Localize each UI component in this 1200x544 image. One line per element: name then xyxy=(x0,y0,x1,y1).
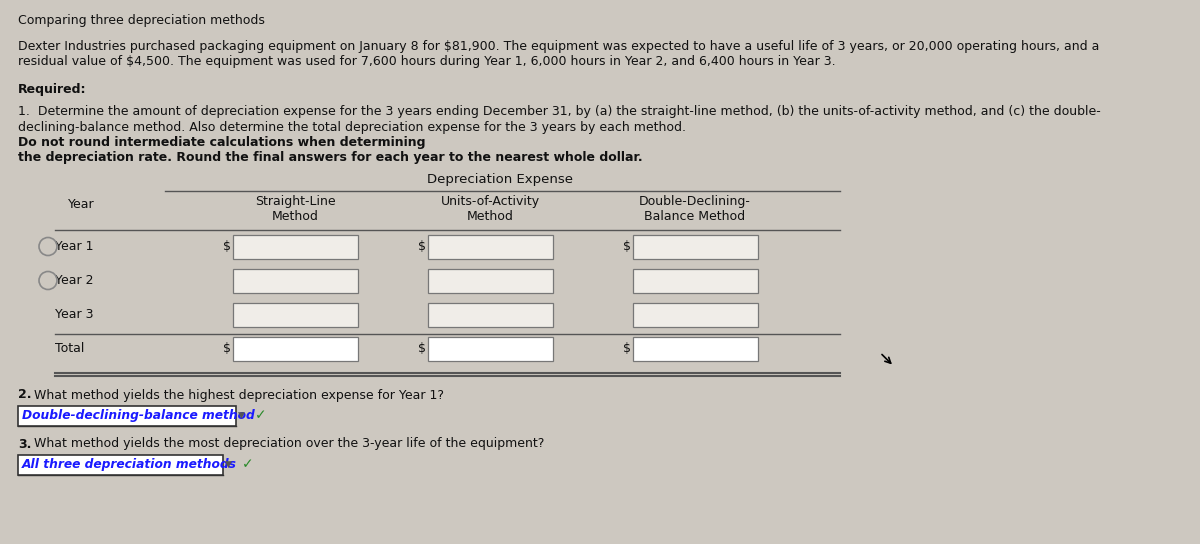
Text: Straight-Line: Straight-Line xyxy=(254,195,335,207)
FancyBboxPatch shape xyxy=(428,302,553,326)
Text: Balance Method: Balance Method xyxy=(644,210,745,223)
Text: Year: Year xyxy=(68,199,95,212)
FancyBboxPatch shape xyxy=(634,269,758,293)
Text: $: $ xyxy=(623,342,631,355)
Text: Total: Total xyxy=(55,342,84,355)
FancyBboxPatch shape xyxy=(233,234,358,258)
FancyBboxPatch shape xyxy=(233,269,358,293)
FancyBboxPatch shape xyxy=(233,302,358,326)
FancyBboxPatch shape xyxy=(428,337,553,361)
Text: 2.: 2. xyxy=(18,388,31,401)
Text: All three depreciation methods: All three depreciation methods xyxy=(22,458,236,471)
FancyBboxPatch shape xyxy=(428,234,553,258)
Text: ✓: ✓ xyxy=(256,409,266,423)
FancyBboxPatch shape xyxy=(18,454,223,474)
Text: Units-of-Activity: Units-of-Activity xyxy=(440,195,540,207)
Text: Method: Method xyxy=(271,210,318,223)
Text: Year 2: Year 2 xyxy=(55,274,94,287)
Text: What method yields the highest depreciation expense for Year 1?: What method yields the highest depreciat… xyxy=(30,388,444,401)
Text: Comparing three depreciation methods: Comparing three depreciation methods xyxy=(18,14,265,27)
Text: $: $ xyxy=(223,240,230,253)
Text: Double-Declining-: Double-Declining- xyxy=(640,195,751,207)
Text: $: $ xyxy=(223,342,230,355)
Text: ✓: ✓ xyxy=(242,458,253,472)
Text: Dexter Industries purchased packaging equipment on January 8 for $81,900. The eq: Dexter Industries purchased packaging eq… xyxy=(18,40,1099,53)
Text: Do not round intermediate calculations when determining: Do not round intermediate calculations w… xyxy=(18,136,426,149)
Text: residual value of $4,500. The equipment was used for 7,600 hours during Year 1, : residual value of $4,500. The equipment … xyxy=(18,55,835,69)
FancyBboxPatch shape xyxy=(428,269,553,293)
Text: ▼: ▼ xyxy=(226,460,232,469)
Text: Required:: Required: xyxy=(18,83,86,96)
FancyBboxPatch shape xyxy=(233,337,358,361)
Text: What method yields the most depreciation over the 3-year life of the equipment?: What method yields the most depreciation… xyxy=(30,437,545,450)
Text: Method: Method xyxy=(467,210,514,223)
FancyBboxPatch shape xyxy=(18,405,236,425)
Text: Depreciation Expense: Depreciation Expense xyxy=(427,174,574,187)
Text: the depreciation rate. Round the final answers for each year to the nearest whol: the depreciation rate. Round the final a… xyxy=(18,151,643,164)
FancyBboxPatch shape xyxy=(634,302,758,326)
Text: $: $ xyxy=(418,342,426,355)
Text: 1.  Determine the amount of depreciation expense for the 3 years ending December: 1. Determine the amount of depreciation … xyxy=(18,105,1100,118)
Text: Year 3: Year 3 xyxy=(55,308,94,321)
Text: Year 1: Year 1 xyxy=(55,240,94,253)
FancyBboxPatch shape xyxy=(634,337,758,361)
FancyBboxPatch shape xyxy=(634,234,758,258)
Text: ▼: ▼ xyxy=(238,411,245,420)
Text: Double-declining-balance method: Double-declining-balance method xyxy=(22,409,254,422)
Text: declining-balance method. Also determine the total depreciation expense for the : declining-balance method. Also determine… xyxy=(18,121,690,133)
Text: $: $ xyxy=(418,240,426,253)
Text: $: $ xyxy=(623,240,631,253)
Text: 3.: 3. xyxy=(18,437,31,450)
